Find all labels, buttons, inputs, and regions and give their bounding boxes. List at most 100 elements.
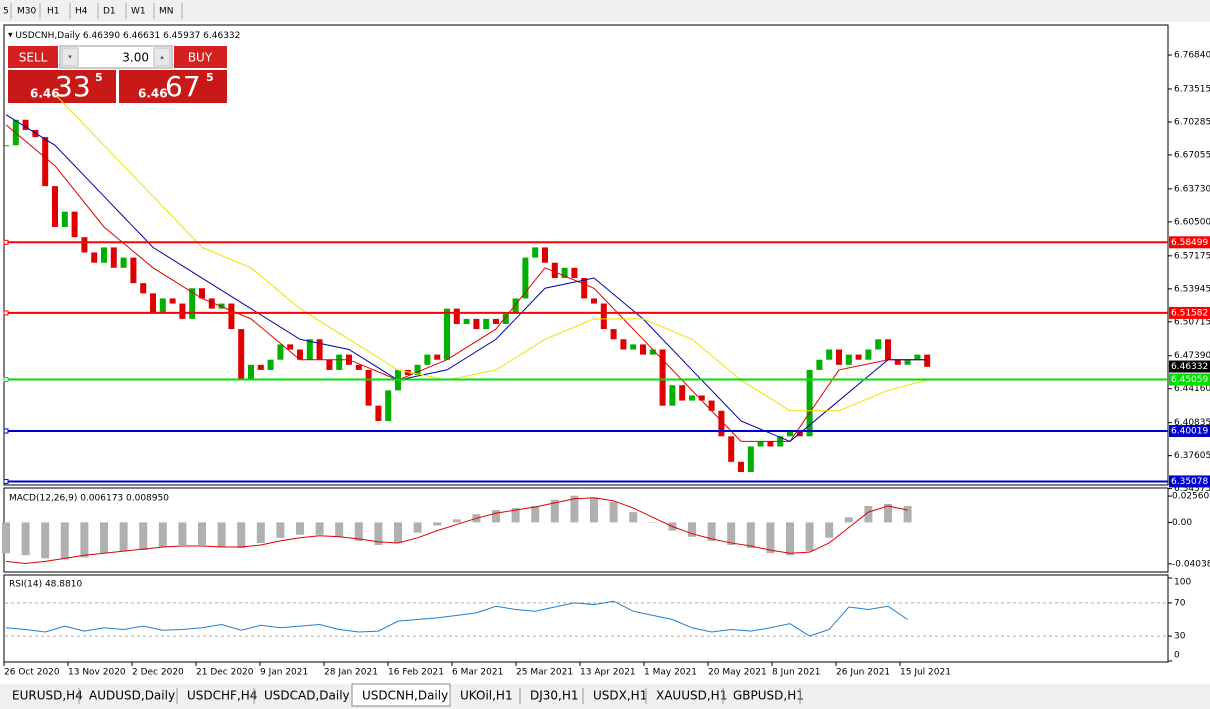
- level-handle: [3, 428, 9, 434]
- candle: [757, 441, 764, 447]
- candle: [885, 339, 891, 360]
- timeframe-button[interactable]: H1: [47, 7, 60, 17]
- tab[interactable]: USDCAD,Daily: [264, 689, 350, 703]
- timeframe-button[interactable]: H4: [75, 7, 88, 17]
- sell-label[interactable]: SELL: [19, 51, 48, 65]
- candle: [267, 359, 274, 370]
- candle: [434, 354, 441, 360]
- tab[interactable]: GBPUSD,H1: [733, 689, 804, 703]
- level-handle: [3, 478, 9, 484]
- macd-bar: [805, 522, 814, 552]
- candle: [189, 288, 196, 319]
- bid-box[interactable]: [8, 70, 116, 103]
- rsi-panel: [3, 574, 1169, 663]
- candle: [248, 364, 254, 381]
- tab[interactable]: UKOil,H1: [460, 689, 513, 703]
- tab[interactable]: AUDUSD,Daily: [89, 689, 175, 703]
- candle: [698, 395, 705, 401]
- candle: [924, 354, 931, 367]
- symbol: USDCNH,Daily: [15, 31, 80, 41]
- timeframe-button[interactable]: M30: [17, 7, 36, 17]
- candle: [140, 283, 147, 294]
- level-label-box: [1169, 373, 1210, 386]
- macd-bar: [433, 522, 442, 526]
- macd-signal: [5, 497, 908, 564]
- candle: [747, 446, 754, 473]
- lot-down-arrow: ▾: [68, 53, 72, 61]
- candle: [669, 385, 676, 406]
- macd-bar: [237, 522, 246, 549]
- candle: [424, 354, 431, 365]
- candle: [453, 308, 460, 324]
- timeframe-button[interactable]: MN: [159, 7, 174, 17]
- macd-bar: [648, 522, 657, 523]
- date-label: 15 Jul 2021: [900, 668, 951, 678]
- timeframe-button[interactable]: W1: [131, 7, 146, 17]
- ask-box[interactable]: [119, 70, 227, 103]
- tab[interactable]: USDCNH,Daily: [362, 689, 448, 703]
- candle: [61, 211, 68, 227]
- lot-down[interactable]: [61, 47, 79, 67]
- tab[interactable]: XAUUSD,H1: [656, 689, 727, 703]
- candle: [610, 329, 617, 340]
- macd-bar: [2, 522, 10, 554]
- candle: [150, 293, 156, 314]
- level-label-box: [1169, 424, 1210, 437]
- moving-average: [5, 124, 928, 442]
- macd-bar: [746, 522, 755, 549]
- quote: 6.46390 6.46631 6.45937 6.46332: [83, 31, 240, 41]
- timeframe-button[interactable]: 5: [3, 7, 9, 17]
- tab[interactable]: EURUSD,H4: [12, 689, 83, 703]
- moving-average: [54, 93, 928, 412]
- candle: [81, 237, 88, 253]
- candle: [865, 349, 872, 360]
- candle: [257, 364, 264, 370]
- macd-bar: [394, 522, 402, 543]
- candle: [689, 395, 695, 401]
- candle: [649, 349, 656, 355]
- candle: [91, 252, 98, 263]
- macd-bar: [570, 495, 579, 523]
- candle: [228, 303, 235, 330]
- rsi-line: [5, 600, 908, 637]
- macd-bar: [727, 522, 736, 545]
- buy-button[interactable]: [174, 46, 227, 68]
- level-label: 6.58499: [1171, 238, 1208, 248]
- tab[interactable]: USDCHF,H4: [187, 689, 257, 703]
- level-label: 6.40019: [1171, 426, 1208, 436]
- tab[interactable]: USDX,H1: [593, 689, 647, 703]
- macd-bar: [335, 522, 344, 537]
- tab[interactable]: DJ30,H1: [530, 689, 579, 703]
- candle: [845, 354, 852, 365]
- timeframe-button[interactable]: D1: [103, 7, 116, 17]
- candle: [571, 267, 578, 279]
- candle: [277, 344, 284, 360]
- sell-button[interactable]: [8, 46, 58, 68]
- level-label: 6.51582: [1171, 308, 1208, 318]
- current-price-label: 6.46332: [1171, 362, 1208, 372]
- lot-up[interactable]: [153, 47, 171, 67]
- macd-bar: [884, 503, 892, 523]
- y-tick-label: 6.44160: [1174, 384, 1210, 394]
- lot-input[interactable]: [59, 45, 173, 69]
- date-label: 2 Dec 2020: [132, 668, 184, 678]
- macd-bar: [60, 522, 69, 560]
- candle: [591, 298, 597, 304]
- candle: [208, 298, 215, 309]
- candle: [3, 145, 9, 147]
- rsi-label: RSI(14) 48.8810: [9, 580, 82, 590]
- candle: [542, 247, 548, 263]
- date-label: 13 Nov 2020: [68, 668, 126, 678]
- bid-fraction: 5: [95, 71, 103, 84]
- y-tick-label: 6.53945: [1174, 284, 1210, 294]
- macd-bar: [864, 505, 873, 523]
- level-label-box: [1169, 306, 1210, 319]
- buy-label[interactable]: BUY: [188, 51, 213, 65]
- bid-big: 6.46: [30, 87, 60, 101]
- candle: [904, 359, 911, 365]
- macd-bar: [844, 517, 853, 523]
- y-tick-label: 0.00: [1172, 518, 1192, 528]
- macd-bar: [139, 522, 148, 551]
- candle: [238, 329, 245, 381]
- candle: [463, 318, 470, 324]
